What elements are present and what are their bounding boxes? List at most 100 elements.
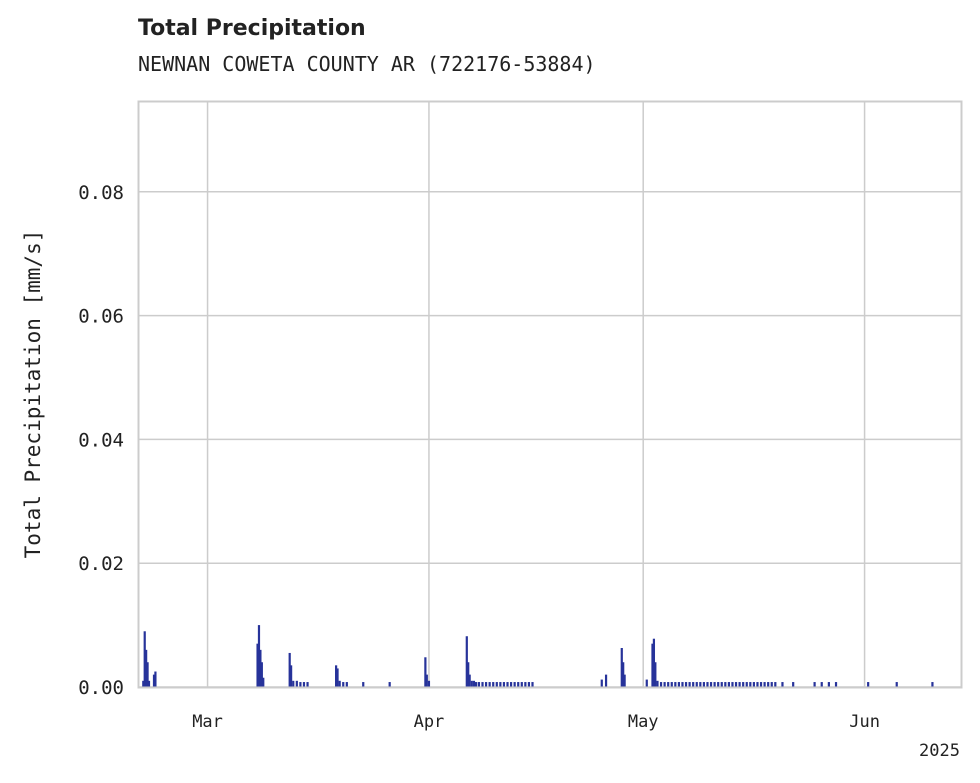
precip-bar [260,662,263,687]
precip-bar [338,680,341,687]
precip-bar [651,643,654,687]
precip-bar [527,682,531,687]
precip-bar [684,682,688,687]
precip-bar [931,682,934,687]
precip-bar [470,680,473,687]
precip-bar [717,682,720,687]
precip-bar [720,682,723,687]
chart-subtitle: NEWNAN COWETA COUNTY AR (722176-53884) [138,52,596,76]
precip-bar [752,682,755,687]
precip-bar [756,682,759,687]
precip-bar [484,682,488,687]
precip-bar [622,662,625,687]
precip-bar [731,682,734,687]
precip-bar [663,682,666,687]
y-tick-label: 0.04 [78,429,124,451]
y-axis-label: Total Precipitation [mm/s] [21,230,45,559]
precip-bar [492,682,495,687]
grid-lines [139,102,961,688]
precip-bar [867,682,870,687]
precip-bar [734,682,738,687]
precip-bar [146,662,149,687]
precip-bar [472,680,476,687]
precip-bar [299,682,302,687]
precip-bar [306,682,309,687]
precip-bar [154,671,157,687]
precip-bar [604,674,608,687]
precip-bar [895,682,898,687]
x-tick-label: Mar [192,712,223,732]
y-tick-label: 0.08 [78,182,124,204]
precip-bar [600,679,603,687]
precip-bar [770,682,773,687]
precip-bar [713,682,716,687]
precip-bar [259,649,262,687]
y-tick-label: 0.00 [78,677,124,699]
precip-bar [820,682,823,687]
precip-bar [262,677,265,687]
precip-bar [656,680,659,687]
precip-bar [336,668,339,687]
precip-bar [302,682,306,687]
precip-bar [467,662,470,687]
x-tick-label: Jun [849,712,880,732]
x-tick-label: May [628,712,659,732]
precip-bar [506,682,509,687]
precip-bar [727,682,730,687]
precip-bar [706,682,709,687]
precip-bar [531,682,534,687]
precip-bar [335,665,338,687]
x-axis-ticks: MarAprMayJunJulAug [192,712,880,732]
precip-bar [688,682,691,687]
precip-bar [425,674,428,687]
precip-bar [499,682,502,687]
precip-bar [745,682,748,687]
precip-bar [290,665,293,687]
precip-bar [524,682,527,687]
precip-bar [495,682,498,687]
precip-bar [792,682,795,687]
precip-bar [645,679,648,687]
precip-bar [517,682,520,687]
precip-bar [767,682,770,687]
precip-bar [288,652,291,687]
x-tick-label: Apr [414,712,445,732]
precipitation-bars [142,625,934,687]
chart-title: Total Precipitation [138,16,366,41]
precip-bar [724,682,727,687]
precip-bar [695,682,698,687]
precip-bar [659,682,663,687]
y-axis-ticks: 0.00 0.02 0.04 0.06 0.08 [78,182,124,699]
precip-bar [670,682,673,687]
year-label: 2025 [919,741,960,761]
precip-bar [654,662,657,687]
precip-bar [667,682,670,687]
precip-bar [763,682,766,687]
precip-bar [257,625,261,687]
precip-bar [827,682,830,687]
precip-bar [652,638,656,687]
precip-bar [513,682,516,687]
precip-bar [520,682,523,687]
precip-bar [834,682,838,687]
precip-bar [145,649,148,687]
plot-frame [137,100,963,689]
precip-bar [742,682,745,687]
precip-bar [345,682,348,687]
precip-bar [623,674,626,687]
precip-bar [674,682,677,687]
precip-bar [681,682,684,687]
precip-bar [427,680,431,687]
precip-bar [477,682,481,687]
y-tick-label: 0.06 [78,306,124,328]
precip-bar [292,680,295,687]
precip-bar [481,682,484,687]
precip-bar [781,682,784,687]
precip-bar [342,682,345,687]
precip-bar [677,682,681,687]
precip-bar [709,682,713,687]
precip-bar [509,682,513,687]
precip-bar [474,682,478,687]
precip-bar [362,682,365,687]
